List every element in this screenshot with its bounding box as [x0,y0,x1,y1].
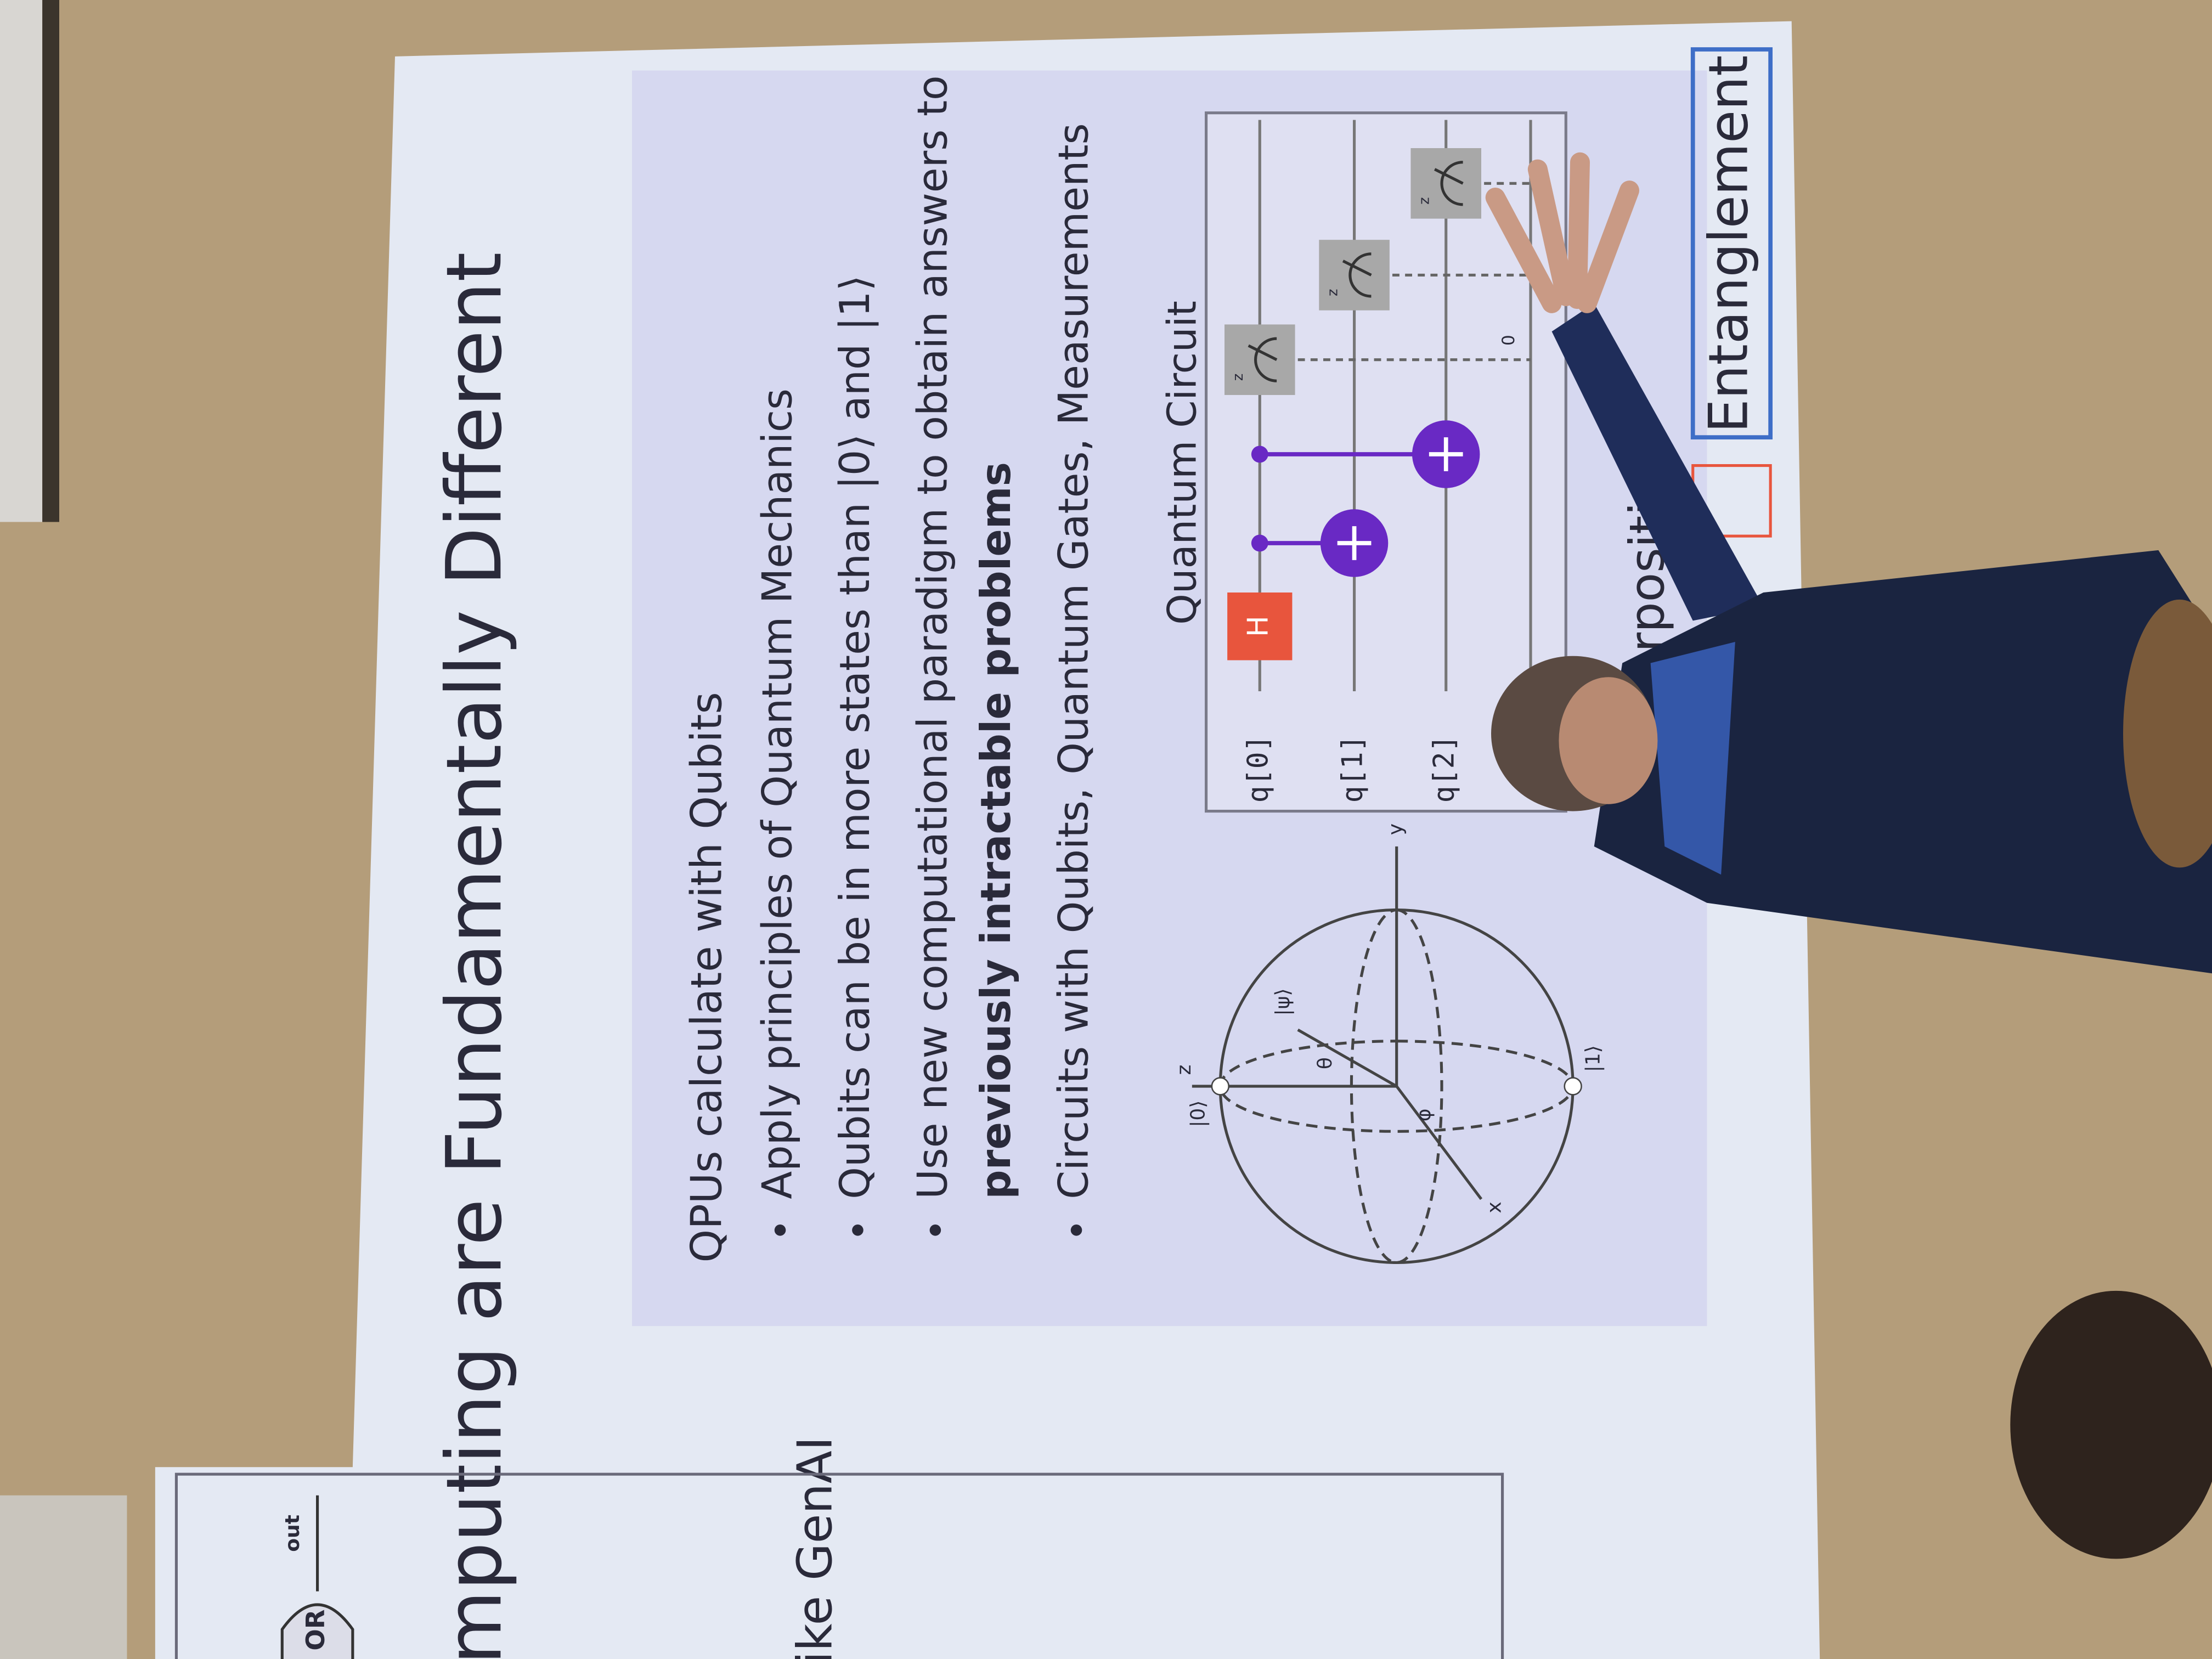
audience-head [2010,1290,2212,1559]
chair [0,1495,127,1659]
bloch-label: x [1483,1201,1506,1213]
door-frame [0,0,43,522]
meter [1434,161,1464,206]
measure-label: z [1324,289,1341,297]
gate-label: OR [301,1610,330,1651]
or-gate [280,1603,354,1659]
bullet: Apply principles of Quantum Mechanics [754,388,802,1199]
bloch-label: |1⟩ [1582,1045,1605,1072]
bullet-dot [929,1224,941,1236]
arm [1551,303,1764,621]
bullet: Qubits can be in more states than |0⟩ an… [831,275,879,1199]
circuit-title: Quantum Circuit [1159,301,1205,625]
measure [1410,148,1481,219]
gate-output-label: out [281,1515,304,1552]
measure-label: z [1230,374,1246,381]
bloch-label: φ [1413,1109,1435,1122]
door-edge [42,0,59,522]
measure-label: z [1417,197,1433,205]
body [1594,550,2212,974]
x-axis [1395,1085,1483,1200]
bullet-dot [1070,1224,1082,1236]
control [1251,445,1268,463]
bullet-dot [852,1224,864,1236]
circuit-box [1205,111,1567,813]
bloch-label: y [1385,823,1407,835]
qubit-label: q[2] [1428,735,1461,803]
target-plus [1429,437,1463,471]
hand [1485,152,1639,313]
pole [1211,1077,1229,1096]
meter [1248,337,1278,382]
shirt [1650,642,1735,875]
state-vector [1297,1028,1397,1088]
measure [1319,240,1390,311]
left-text: ike GenAI [787,1436,843,1659]
pole [1564,1077,1582,1096]
qubit-label: q[0] [1242,735,1274,803]
bloch-label: z [1173,1065,1195,1075]
measure [1224,324,1295,395]
heading: QPUs calculate with Qubits [682,692,731,1262]
tab-box [1690,47,1773,439]
control [1251,534,1268,552]
cbit-label: 0 [1499,335,1519,346]
bullet-dot [774,1224,786,1236]
h-gate [1227,592,1293,661]
bloch-label: θ [1314,1057,1336,1069]
qubit-label: q[1] [1336,735,1369,803]
slide-content: mputing are Fundamentally Different ike … [174,47,1773,1659]
slide-title: mputing are Fundamentally Different [430,252,518,1659]
audience-head [2123,599,2212,868]
bloch-label: |0⟩ [1187,1101,1210,1127]
bloch-label: |ψ⟩ [1272,989,1294,1016]
bullet: Use new computational paradigm to obtain… [909,75,956,1199]
h-gate-label: H [1242,616,1274,637]
target-plus [1337,526,1372,560]
meter [1342,252,1372,298]
gate-box [174,1472,1504,1659]
bullet: previously intractable problems [972,462,1020,1199]
quantum-circuit: Quantum Circuit q[0] q[1] q[2] H z [1159,111,1567,813]
tab-label: Entanglement [1698,55,1760,433]
presenter [1485,152,2212,1559]
face [1559,677,1658,804]
bloch-sphere: |0⟩ |1⟩ |ψ⟩ θ φ x y z [1173,823,1605,1264]
bullet: Circuits with Qubits, Quantum Gates, Mea… [1050,123,1098,1199]
